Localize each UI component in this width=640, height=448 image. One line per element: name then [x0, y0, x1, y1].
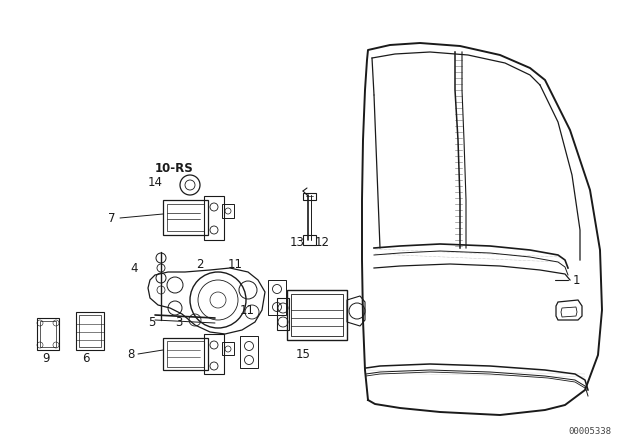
Text: 4: 4 [130, 262, 138, 275]
Text: 8: 8 [127, 349, 134, 362]
Bar [268, 280, 286, 315]
Bar [167, 204, 204, 231]
Bar [204, 196, 224, 240]
Bar [79, 315, 101, 347]
Text: 2: 2 [196, 258, 204, 271]
Text: 00005338: 00005338 [568, 427, 611, 436]
Bar [163, 338, 208, 370]
Bar [222, 342, 234, 355]
Bar [277, 298, 289, 330]
Text: 13: 13 [290, 236, 305, 249]
Text: 6: 6 [82, 352, 90, 365]
Text: 9: 9 [42, 352, 49, 365]
Text: 5: 5 [148, 315, 156, 328]
Text: 12: 12 [315, 236, 330, 249]
Text: 15: 15 [296, 349, 311, 362]
Bar [167, 341, 204, 367]
Bar [291, 294, 343, 336]
Bar [240, 336, 258, 368]
Text: 11: 11 [228, 258, 243, 271]
Text: 14: 14 [148, 176, 163, 189]
Bar [222, 204, 234, 218]
Text: 3: 3 [175, 315, 182, 328]
Text: 1: 1 [573, 273, 580, 287]
Bar [76, 312, 104, 350]
Bar [287, 290, 347, 340]
Text: 7: 7 [108, 211, 115, 224]
Bar [37, 318, 59, 350]
Bar [204, 334, 224, 374]
Text: 10-RS: 10-RS [155, 161, 194, 175]
Bar [163, 200, 208, 235]
Text: 11: 11 [240, 303, 255, 316]
Bar [40, 321, 56, 347]
